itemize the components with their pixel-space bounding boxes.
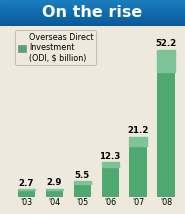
Bar	[0, 21, 185, 22]
Text: 21.2: 21.2	[127, 126, 149, 135]
Bar	[46, 189, 63, 197]
Bar	[0, 17, 185, 18]
Bar	[0, 22, 185, 23]
Bar	[74, 181, 91, 184]
Text: On the rise: On the rise	[42, 5, 143, 20]
Bar	[0, 15, 185, 16]
Bar	[0, 12, 185, 13]
Bar	[0, 18, 185, 19]
Bar	[102, 162, 119, 167]
Text: 2.7: 2.7	[19, 178, 34, 188]
Bar	[74, 181, 91, 197]
Bar	[0, 10, 185, 11]
Bar	[0, 20, 185, 21]
Bar	[18, 189, 35, 197]
Bar	[0, 11, 185, 12]
Bar	[0, 16, 185, 17]
Bar	[0, 0, 185, 1]
Bar	[46, 189, 63, 190]
Bar	[0, 2, 185, 3]
Bar	[0, 7, 185, 8]
Bar	[129, 137, 147, 146]
Legend: Overseas Direct
Investment
(ODI, $ billion): Overseas Direct Investment (ODI, $ billi…	[15, 30, 96, 65]
Bar	[0, 6, 185, 7]
Text: 12.3: 12.3	[100, 152, 121, 160]
Bar	[0, 24, 185, 25]
Bar	[0, 13, 185, 14]
Bar	[129, 137, 147, 197]
Bar	[102, 162, 119, 197]
Bar	[0, 9, 185, 10]
Text: 2.9: 2.9	[47, 178, 62, 187]
Bar	[157, 50, 175, 72]
Text: 52.2: 52.2	[155, 39, 176, 48]
Bar	[18, 189, 35, 190]
Bar	[0, 3, 185, 4]
Bar	[0, 5, 185, 6]
Bar	[0, 8, 185, 9]
Bar	[0, 19, 185, 20]
Bar	[0, 1, 185, 2]
Bar	[0, 14, 185, 15]
Bar	[0, 25, 185, 26]
Text: 5.5: 5.5	[75, 171, 90, 180]
Bar	[0, 23, 185, 24]
Bar	[157, 50, 175, 197]
Bar	[0, 4, 185, 5]
